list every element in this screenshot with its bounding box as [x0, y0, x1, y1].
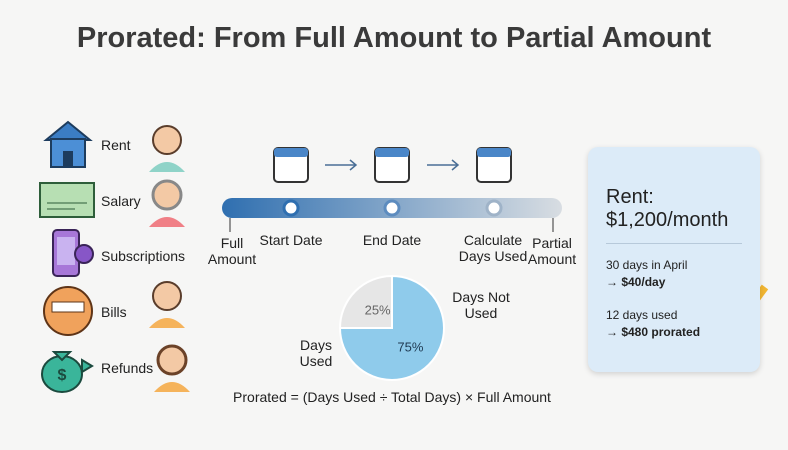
formula: Prorated = (Days Used ÷ Total Days) × Fu… — [233, 389, 551, 405]
pie-legend: Days Not Used — [452, 289, 510, 321]
title: Prorated: From Full Amount to Partial Am… — [76, 22, 712, 54]
meter-icon — [43, 286, 93, 336]
timeline — [222, 198, 562, 232]
timeline-label: End Date — [362, 232, 422, 248]
card-line: 30 days in April — [606, 258, 688, 272]
example-card: Rent: $1,200/month 30 days in April → $4… — [588, 147, 760, 372]
pie-chart: 75% 25% — [338, 274, 445, 381]
item-label: Rent — [101, 137, 131, 153]
item-label: Bills — [101, 304, 127, 320]
people — [149, 125, 190, 392]
card-heading: Rent: — [606, 186, 654, 208]
svg-text:$: $ — [58, 367, 67, 384]
card-amount: $1,200/month — [606, 209, 729, 231]
house-icon — [43, 120, 93, 168]
card-line: → $480 prorated — [606, 325, 701, 339]
phone-icon — [52, 229, 94, 277]
timeline-label: Partial Amount — [527, 235, 577, 267]
pie-slice — [338, 274, 393, 329]
money-bag-icon: $ — [41, 351, 94, 393]
pie-legend: Days Used — [299, 337, 333, 369]
timeline-label: Calculate Days Used — [458, 232, 528, 264]
item-label: Refunds — [101, 360, 154, 376]
card-line: 12 days used — [606, 308, 678, 322]
timeline-label: Full Amount — [207, 235, 257, 267]
timeline-label: Start Date — [259, 232, 323, 248]
item-label: Subscriptions — [101, 248, 186, 264]
pie-value-label: 75% — [397, 339, 423, 354]
card-line: → $40/day — [606, 275, 666, 289]
pie-value-label: 25% — [365, 303, 391, 318]
cheque-icon — [39, 182, 95, 218]
item-label: Salary — [101, 193, 141, 209]
pie-slice — [338, 274, 445, 381]
calendars — [273, 147, 512, 183]
